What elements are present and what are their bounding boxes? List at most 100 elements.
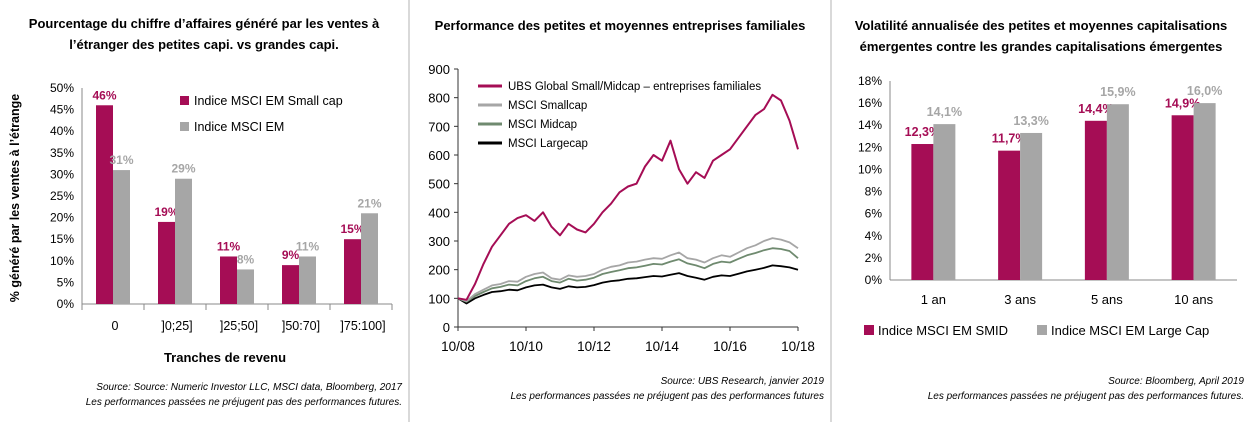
y-tick-label: 16% [858,96,882,110]
data-label: 14,1% [927,105,962,119]
y-tick-label: 500 [428,177,450,192]
data-label: 15,9% [1100,85,1135,99]
y-tick-label: 100 [428,291,450,306]
chart-title: Pourcentage du chiffre d’affaires généré… [0,13,408,55]
data-label: 11% [217,239,241,253]
legend-swatch [864,325,874,335]
data-label: 46% [92,88,116,102]
source-text: Source: Source: Numeric Investor LLC, MS… [96,382,402,393]
disclaimer-text: Les performances passées ne préjugent pa… [85,397,402,408]
bar [175,178,192,304]
bar-chart-volatility: 0% 2% 4% 6% 8% 10% 12% 14% 16% 18% 1 an 12,3% 14,1% 3… [858,74,1237,338]
bar [1171,115,1194,281]
x-tick-label: ]50:70] [282,319,320,333]
bar [113,170,130,304]
x-tick-label: 10/18 [781,339,815,354]
x-tick-label: ]75:100] [340,319,385,333]
x-tick-label: 10/14 [645,339,679,354]
chart-title-line: émergentes contre les grandes capitalisa… [859,39,1223,54]
chart-title: Volatilité annualisée des petites et moy… [832,15,1250,57]
x-tick-label: 1 an [921,292,946,307]
legend-label: Indice MSCI EM SMID [878,323,1008,338]
y-tick-label: 50% [50,81,74,95]
y-tick-label: 10% [50,254,74,268]
y-tick-label: 6% [865,207,883,221]
x-tick-label: 5 ans [1091,292,1123,307]
series-line [457,264,799,305]
y-tick-label: 40% [50,124,74,138]
x-tick-label: 10/10 [509,339,543,354]
chart-source: Source: Bloomberg, April 2019 Les perfor… [928,374,1244,404]
x-tick-label: ]0;25] [161,319,192,333]
y-tick-label: 25% [50,189,74,203]
x-tick-label: 0 [112,319,119,333]
y-tick-label: 15% [50,232,74,246]
y-tick-label: 900 [428,62,450,77]
y-tick-label: 30% [50,167,74,181]
y-tick-label: 12% [858,140,882,154]
series-line [457,237,799,303]
x-axis-title: Tranches de revenu [164,350,286,365]
data-label: 9% [282,248,300,262]
data-label: 11,7% [992,132,1027,146]
data-label: 11% [296,239,320,253]
bar-chart-foreign-sales: 0% 5% 10% 15% 20% 25% 30% 35% 40% 45% 50% 0 46% 31%]0… [8,81,393,365]
y-tick-label: 200 [428,263,450,278]
disclaimer-text: Les performances passées ne préjugent pa… [927,391,1244,402]
y-tick-label: 45% [50,103,74,117]
data-label: 12,3% [905,125,940,139]
source-text: Source: Bloomberg, April 2019 [1108,376,1244,387]
y-tick-label: 600 [428,148,450,163]
y-tick-label: 0 [443,320,450,335]
data-label: 8% [237,252,255,266]
bar [911,144,934,280]
data-label: 19% [154,205,178,219]
data-label: 21% [357,196,381,210]
legend-label: MSCI Largecap [508,138,588,150]
data-label: 13,3% [1013,114,1048,128]
y-tick-label: 2% [865,251,883,265]
legend-swatch [1037,325,1047,335]
disclaimer-text: Les performances passées ne préjugent pa… [510,391,824,402]
y-tick-label: 0% [57,297,75,311]
chart-title: Performance des petites et moyennes entr… [434,18,806,33]
y-tick-label: 700 [428,119,450,134]
legend-swatch [180,122,189,131]
data-label: 29% [171,162,195,176]
bar [158,221,175,304]
y-tick-label: 10% [858,162,882,176]
x-tick-label: 10/16 [713,339,747,354]
bar [237,269,254,304]
x-tick-label: 10/12 [577,339,611,354]
series-line [457,93,799,301]
legend-label: UBS Global Small/Midcap – entreprises fa… [508,81,761,93]
bar [1106,104,1129,280]
y-tick-label: 4% [865,229,883,243]
x-tick-label: 3 ans [1004,292,1036,307]
data-label: 14,4% [1078,102,1113,116]
chart-panel-foreign-sales: Pourcentage du chiffre d’affaires généré… [0,0,408,422]
y-tick-label: 20% [50,211,74,225]
x-tick-label: ]25;50] [220,319,258,333]
y-tick-label: 800 [428,91,450,106]
bar [220,256,237,304]
y-tick-label: 35% [50,146,74,160]
y-tick-label: 400 [428,205,450,220]
y-axis-title: % généré par les ventes à l’étrange [8,94,22,302]
y-tick-label: 0% [865,273,883,287]
bar [1020,132,1043,280]
legend-swatch [180,96,189,105]
source-text: Source: UBS Research, janvier 2019 [660,376,824,387]
legend-label: Indice MSCI EM Small cap [194,94,343,108]
legend-label: Indice MSCI EM Large Cap [1051,323,1209,338]
legend-label: MSCI Midcap [508,119,577,131]
chart-source: Source: UBS Research, janvier 2019 Les p… [510,374,824,404]
y-tick-label: 5% [57,275,75,289]
bar [344,239,361,304]
y-tick-label: 300 [428,234,450,249]
y-tick-label: 8% [865,185,883,199]
legend-label: MSCI Smallcap [508,100,587,112]
chart-title-line: l’étranger des petites capi. vs grandes … [69,37,339,52]
chart-panel-volatility: Volatilité annualisée des petites et moy… [832,0,1250,422]
y-tick-label: 18% [858,74,882,88]
